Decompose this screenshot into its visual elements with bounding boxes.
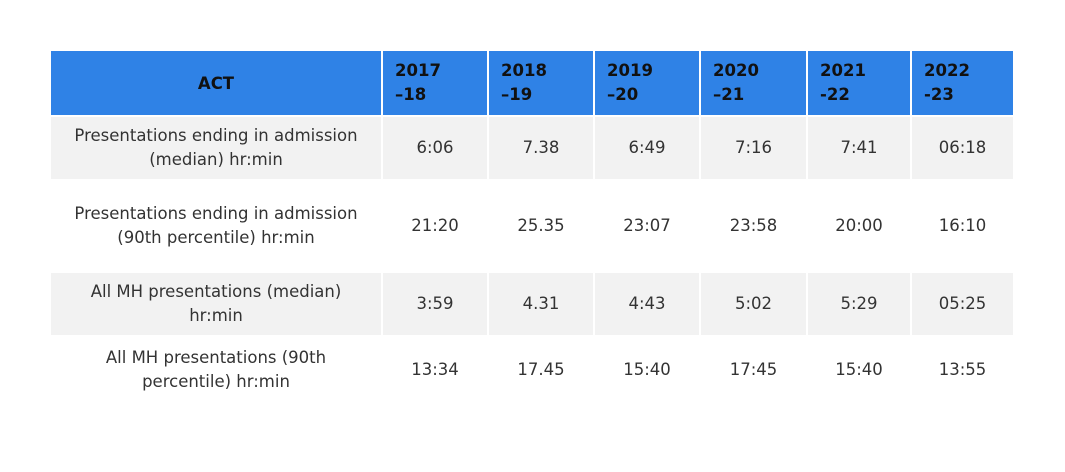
- table-cell: 7:16: [699, 115, 808, 181]
- header-cell: 2022-23: [910, 49, 1015, 117]
- header-text: 2020–21: [713, 61, 759, 104]
- header-cell: 2020–21: [699, 49, 808, 117]
- table-cell: 15:40: [593, 335, 701, 404]
- table-cell: 6:49: [593, 115, 701, 181]
- row-label: Presentations ending in admission (media…: [49, 115, 383, 181]
- header-text: 2022-23: [924, 61, 970, 104]
- table-header: ACT 2017–18 2018–19 2019–20 2020–21 2021-22 20…: [49, 49, 1015, 117]
- table-row: Presentations ending in admission (90th …: [49, 179, 1015, 273]
- header-cell: 2019–20: [593, 49, 701, 117]
- table-row: All MH presentations (median) hr:min 3:59…: [49, 271, 1015, 337]
- header-text: 2017–18: [395, 61, 441, 104]
- table-cell: 5:02: [699, 271, 808, 337]
- header-text: 2018–19: [501, 61, 547, 104]
- data-table: ACT 2017–18 2018–19 2019–20 2020–21 2021-22 20…: [49, 49, 1015, 404]
- table-cell: 4:43: [593, 271, 701, 337]
- table-cell: 21:20: [381, 179, 489, 273]
- table-cell: 15:40: [806, 335, 912, 404]
- header-cell: 2017–18: [381, 49, 489, 117]
- header-text: 2021-22: [820, 61, 866, 104]
- table-cell: 06:18: [910, 115, 1015, 181]
- table-cell: 6:06: [381, 115, 489, 181]
- table-row: Presentations ending in admission (media…: [49, 115, 1015, 181]
- table-cell: 5:29: [806, 271, 912, 337]
- table-cell: 20:00: [806, 179, 912, 273]
- table-cell: 13:34: [381, 335, 489, 404]
- row-label: All MH presentations (median) hr:min: [49, 271, 383, 337]
- table-cell: 3:59: [381, 271, 489, 337]
- table-cell: 17.45: [487, 335, 595, 404]
- row-label: All MH presentations (90th percentile) h…: [49, 335, 383, 404]
- table-cell: 05:25: [910, 271, 1015, 337]
- header-cell: 2018–19: [487, 49, 595, 117]
- table-cell: 23:58: [699, 179, 808, 273]
- table-cell: 23:07: [593, 179, 701, 273]
- table-cell: 7:41: [806, 115, 912, 181]
- table-cell: 17:45: [699, 335, 808, 404]
- table-row: All MH presentations (90th percentile) h…: [49, 335, 1015, 404]
- table-cell: 13:55: [910, 335, 1015, 404]
- table-cell: 25.35: [487, 179, 595, 273]
- header-cell: ACT: [49, 49, 383, 117]
- header-text: 2019–20: [607, 61, 653, 104]
- table-cell: 16:10: [910, 179, 1015, 273]
- row-label: Presentations ending in admission (90th …: [49, 179, 383, 273]
- header-row: ACT 2017–18 2018–19 2019–20 2020–21 2021-22 20…: [49, 49, 1015, 117]
- table-body: Presentations ending in admission (media…: [49, 115, 1015, 404]
- table-cell: 4.31: [487, 271, 595, 337]
- table-cell: 7.38: [487, 115, 595, 181]
- header-cell: 2021-22: [806, 49, 912, 117]
